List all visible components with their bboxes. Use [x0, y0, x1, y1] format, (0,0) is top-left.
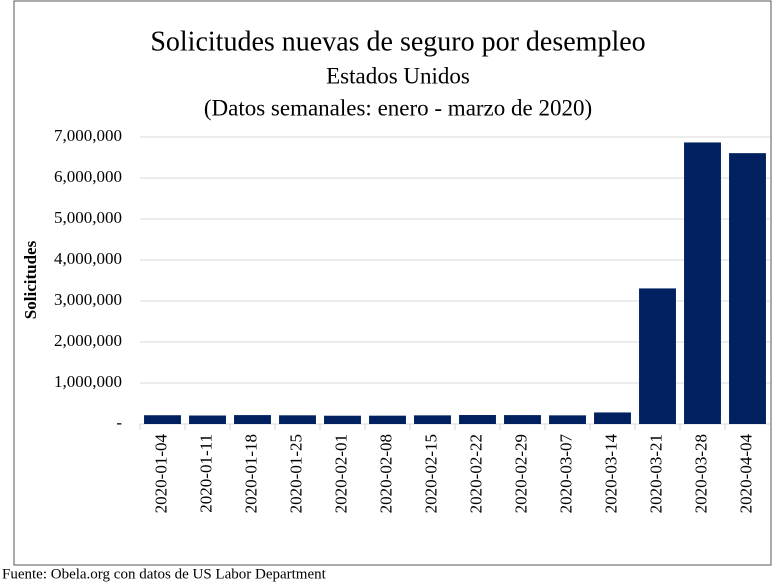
bar: [594, 412, 631, 424]
bar: [369, 415, 406, 424]
y-tick-label: 1,000,000: [54, 372, 122, 391]
bar: [189, 415, 226, 424]
y-tick-label: 3,000,000: [54, 290, 122, 309]
bar: [504, 415, 541, 424]
x-tick-label: 2020-01-25: [286, 434, 305, 513]
chart-title: Solicitudes nuevas de seguro por desempl…: [150, 26, 645, 57]
bar: [549, 415, 586, 424]
bar: [684, 142, 721, 424]
chart-subtitle: Estados Unidos: [326, 63, 470, 88]
bar: [324, 415, 361, 424]
x-tick-label: 2020-03-14: [601, 434, 620, 514]
source-note: Fuente: Obela.org con datos de US Labor …: [2, 566, 327, 582]
x-tick-label: 2020-02-29: [511, 434, 530, 513]
bar: [144, 415, 181, 424]
bar: [729, 153, 766, 425]
y-tick-label: 4,000,000: [54, 249, 122, 268]
x-tick-label: 2020-04-04: [736, 434, 755, 514]
x-tick-label: 2020-03-07: [556, 434, 575, 514]
x-tick-label: 2020-03-28: [691, 434, 710, 513]
x-tick-label: 2020-03-21: [646, 434, 665, 513]
bar: [234, 415, 271, 424]
y-axis-label: Solicitudes: [21, 240, 40, 319]
y-tick-label: 7,000,000: [54, 126, 122, 145]
y-tick-label: -: [116, 413, 122, 432]
bar: [459, 415, 496, 424]
bar: [414, 415, 451, 424]
y-tick-label: 6,000,000: [54, 167, 122, 186]
y-tick-label: 5,000,000: [54, 208, 122, 227]
chart-subtitle: (Datos semanales: enero - marzo de 2020): [204, 95, 592, 120]
x-tick-label: 2020-01-18: [241, 434, 260, 513]
x-tick-label: 2020-02-22: [466, 434, 485, 513]
x-tick-label: 2020-02-15: [421, 434, 440, 513]
bar: [279, 415, 316, 424]
x-tick-label: 2020-01-11: [196, 434, 215, 513]
x-tick-label: 2020-02-08: [376, 434, 395, 513]
x-tick-label: 2020-02-01: [331, 434, 350, 513]
y-tick-label: 2,000,000: [54, 331, 122, 350]
chart-border: [13, 0, 772, 566]
x-tick-label: 2020-01-04: [151, 434, 170, 514]
bar: [639, 288, 676, 424]
